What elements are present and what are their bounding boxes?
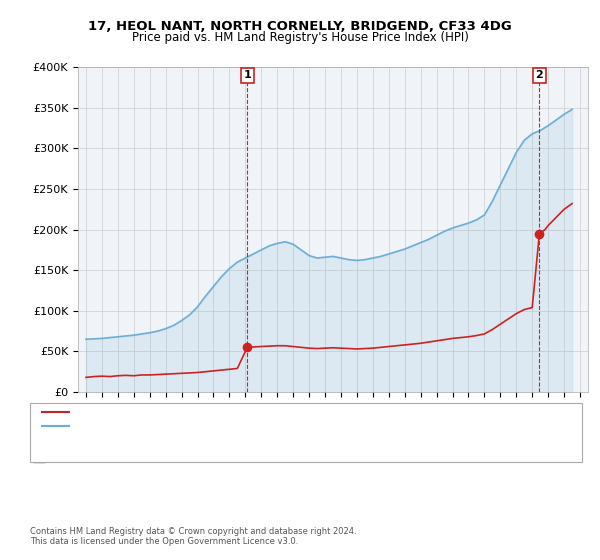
Text: 2: 2 [536,71,543,80]
Text: HPI: Average price, detached house, Bridgend: HPI: Average price, detached house, Brid… [72,421,281,430]
Text: 2: 2 [35,450,43,460]
Text: Price paid vs. HM Land Registry's House Price Index (HPI): Price paid vs. HM Land Registry's House … [131,31,469,44]
Text: £195,000: £195,000 [228,450,277,460]
Text: 12-JUN-2023: 12-JUN-2023 [78,450,144,460]
Text: 16-FEB-2005: 16-FEB-2005 [78,437,145,447]
Text: 1: 1 [35,437,43,447]
Text: 17, HEOL NANT, NORTH CORNELLY, BRIDGEND, CF33 4DG: 17, HEOL NANT, NORTH CORNELLY, BRIDGEND,… [88,20,512,32]
Text: 39% ↓ HPI: 39% ↓ HPI [348,450,403,460]
Text: 17, HEOL NANT, NORTH CORNELLY, BRIDGEND, CF33 4DG (detached house): 17, HEOL NANT, NORTH CORNELLY, BRIDGEND,… [72,407,415,416]
Text: Contains HM Land Registry data © Crown copyright and database right 2024.
This d: Contains HM Land Registry data © Crown c… [30,526,356,546]
Text: £55,000: £55,000 [228,437,271,447]
Text: 1: 1 [244,71,251,80]
Text: 65% ↓ HPI: 65% ↓ HPI [348,437,403,447]
